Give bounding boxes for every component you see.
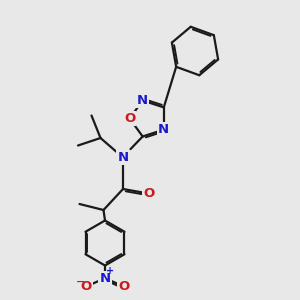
Text: O: O bbox=[124, 112, 135, 125]
Text: O: O bbox=[118, 280, 129, 293]
Text: N: N bbox=[117, 151, 129, 164]
Text: +: + bbox=[106, 266, 114, 277]
Text: −: − bbox=[76, 277, 86, 287]
Text: O: O bbox=[143, 187, 154, 200]
Text: N: N bbox=[137, 94, 148, 107]
Text: N: N bbox=[99, 272, 111, 285]
Text: N: N bbox=[158, 123, 169, 136]
Text: O: O bbox=[81, 280, 92, 293]
